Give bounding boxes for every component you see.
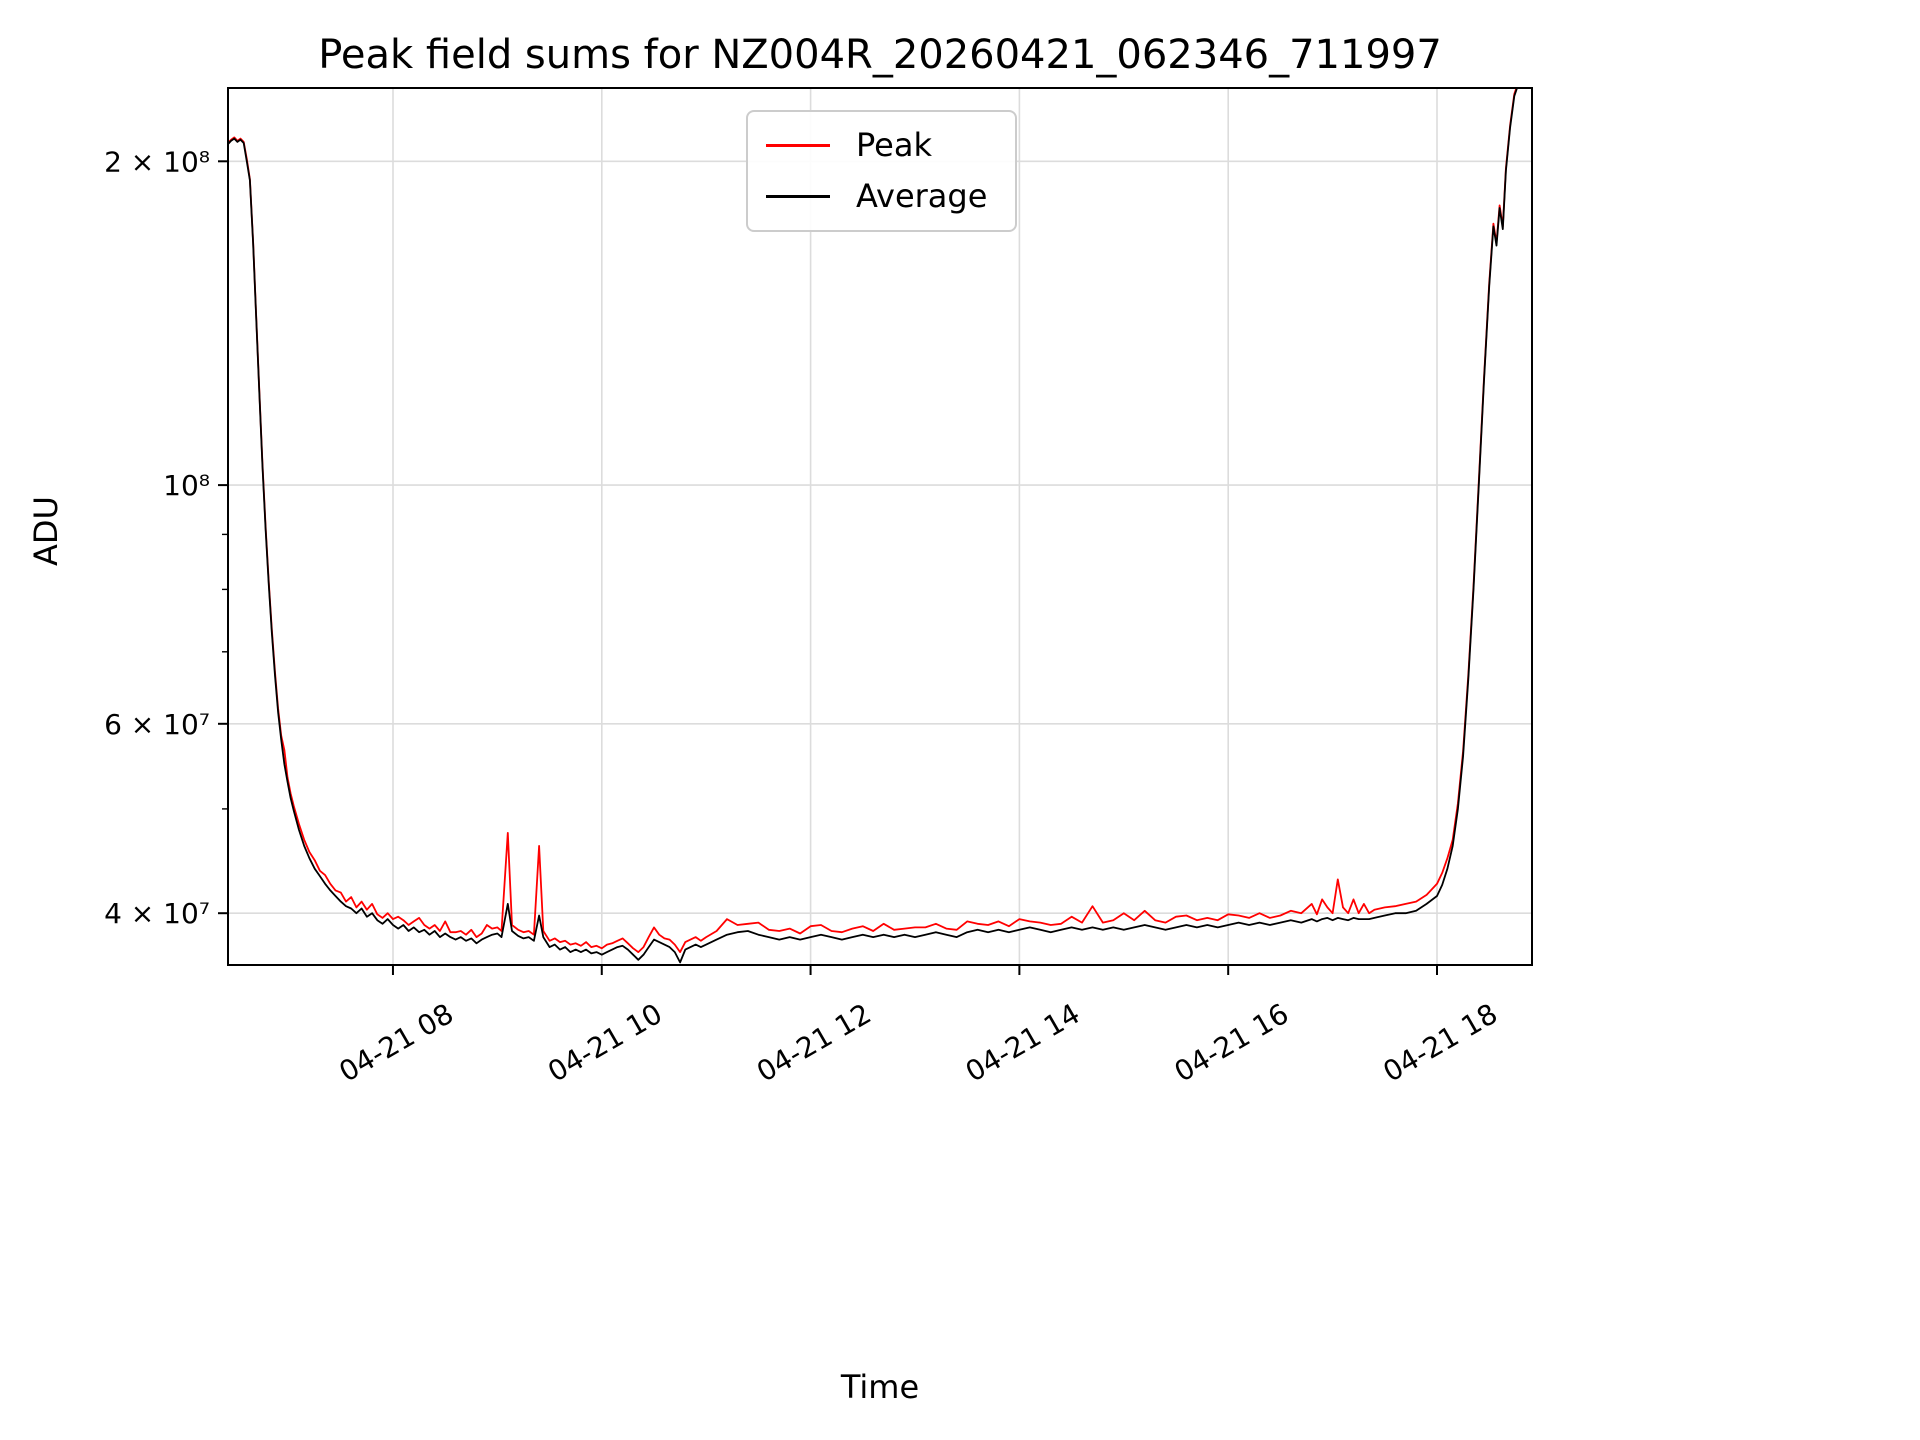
x-tick-label: 04-21 10 (542, 997, 668, 1089)
x-tick-label: 04-21 18 (1377, 997, 1503, 1089)
legend-entry: Peak (766, 120, 987, 171)
legend: Peak Average (746, 110, 1018, 233)
legend-entries: Peak Average (766, 120, 987, 222)
y-tick-label: 6 × 10⁷ (104, 708, 210, 741)
y-axis-label: ADU (27, 496, 65, 566)
legend-entry-label: Average (856, 177, 988, 216)
x-tick-label: 04-21 12 (751, 997, 877, 1089)
plot-frame (227, 87, 1533, 966)
legend-entry-label: Peak (856, 126, 932, 164)
series-group (228, 88, 1518, 964)
series-line-average (228, 88, 1518, 964)
legend-entry: Average (766, 171, 987, 222)
chart-title: Peak field sums for NZ004R_20260421_0623… (318, 32, 1442, 78)
series-line-peak (228, 88, 1518, 953)
y-tick-label: 10⁸ (163, 469, 210, 502)
x-tick-label: 04-21 14 (960, 997, 1086, 1089)
y-tick-label: 4 × 10⁷ (104, 897, 210, 930)
y-tick-label: 2 × 10⁸ (104, 145, 210, 178)
legend-swatch-line (766, 195, 830, 199)
legend-swatch-line (766, 144, 830, 148)
x-tick-label: 04-21 08 (333, 997, 459, 1089)
x-tick-label: 04-21 16 (1169, 997, 1295, 1089)
x-axis-label: Time (840, 1368, 920, 1406)
